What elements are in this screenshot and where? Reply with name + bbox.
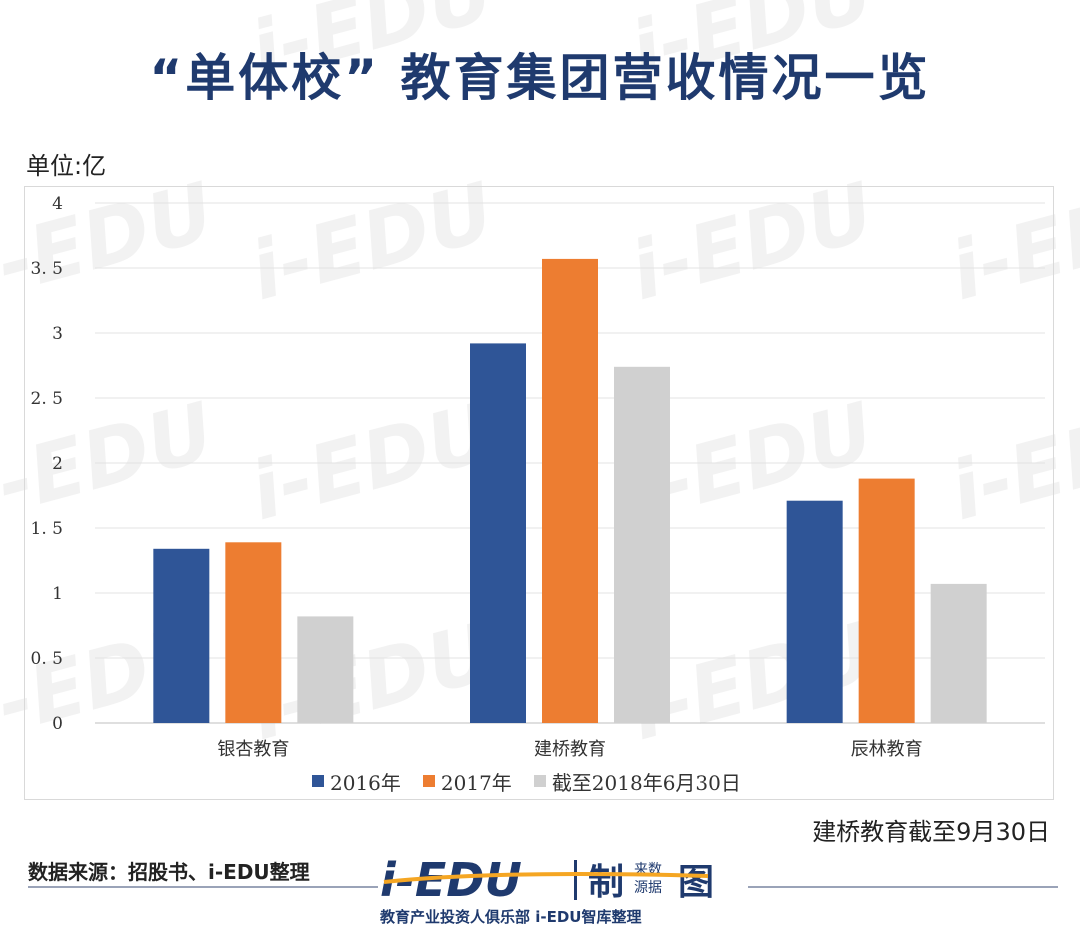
- footnote: 建桥教育截至9月30日: [812, 818, 1050, 846]
- logo-icon-text: 图: [678, 862, 714, 903]
- y-tick-label: 3. 5: [31, 259, 63, 279]
- logo-small-text-2: 源据: [634, 880, 662, 896]
- bar: [153, 548, 210, 723]
- bar: [858, 478, 915, 723]
- y-tick-label: 4: [52, 194, 63, 214]
- y-tick-label: 0: [52, 714, 63, 734]
- bar: [297, 616, 354, 723]
- bar: [930, 583, 987, 723]
- y-tick-label: 0. 5: [31, 649, 63, 669]
- logo-tagline: 教育产业投资人俱乐部 i-EDU智库整理: [379, 908, 641, 926]
- legend-swatch-2017: [422, 775, 435, 787]
- x-category-label: 辰林教育: [851, 739, 923, 760]
- legend-label-2017: 2017年: [440, 770, 512, 795]
- bar: [542, 258, 598, 723]
- legend: 2016年 2017年 截至2018年6月30日: [312, 766, 741, 796]
- legend-item-2016: 2016年: [312, 767, 401, 796]
- legend-item-2018: 截至2018年6月30日: [533, 767, 741, 796]
- data-source: 数据来源：招股书、i-EDU整理: [28, 860, 310, 884]
- y-tick-label: 1: [52, 584, 63, 604]
- bar-chart: 0 0. 5 1 1. 5 2 2. 5 3 3. 5 4 银杏教育 建桥教育 辰林教育: [31, 194, 1045, 760]
- chart-frame: 0 0. 5 1 1. 5 2 2. 5 3 3. 5 4 银杏教育 建桥教育 辰林教育: [24, 186, 1054, 800]
- logo-sub-text: 制: [588, 862, 624, 903]
- bar: [470, 343, 526, 723]
- bar: [225, 542, 282, 723]
- y-tick-label: 2. 5: [31, 389, 63, 409]
- chart-title: “单体校” 教育集团营收情况一览: [149, 49, 931, 107]
- bar: [786, 500, 843, 723]
- x-category-label: 建桥教育: [534, 739, 606, 760]
- legend-label-2018: 截至2018年6月30日: [551, 770, 741, 795]
- y-tick-label: 2: [52, 454, 63, 474]
- legend-label-2016: 2016年: [330, 770, 401, 795]
- y-tick-label: 1. 5: [31, 519, 63, 539]
- legend-item-2017: 2017年: [422, 767, 512, 796]
- unit-label: 单位:亿: [26, 152, 107, 180]
- legend-swatch-2018: [533, 775, 546, 787]
- legend-swatch-2016: [312, 775, 324, 787]
- i-edu-logo: i-EDU 制 来数 源据 图 教育产业投资人俱乐部 i-EDU智库整理: [378, 852, 748, 930]
- bar: [614, 366, 670, 723]
- x-category-label: 银杏教育: [217, 739, 289, 760]
- y-tick-label: 3: [52, 324, 63, 344]
